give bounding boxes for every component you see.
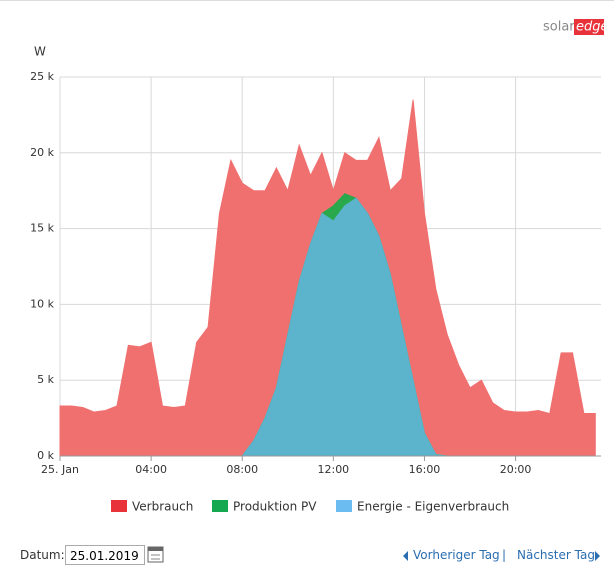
y-tick-label: 10 k (30, 297, 54, 310)
y-tick-label: 20 k (30, 146, 54, 159)
date-label: Datum: (20, 548, 65, 562)
y-tick-label: 25 k (30, 70, 54, 83)
prev-arrow[interactable] (403, 551, 408, 561)
x-tick-label: 08:00 (226, 463, 258, 476)
legend-swatch (336, 500, 352, 512)
logo-text: solar (543, 20, 575, 35)
next-arrow[interactable] (595, 551, 600, 561)
y-axis-label: W (34, 45, 46, 59)
date-input[interactable]: 25.01.2019 (65, 545, 145, 565)
logo-text: edge (576, 20, 609, 35)
y-tick-label: 15 k (30, 222, 54, 235)
calendar-icon[interactable] (147, 546, 164, 563)
y-tick-label: 5 k (37, 373, 54, 386)
legend-swatch (111, 500, 127, 512)
prev-day-link[interactable]: Vorheriger Tag (413, 548, 500, 562)
separator: | (502, 548, 507, 562)
x-tick-label: 04:00 (135, 463, 167, 476)
legend-label: Verbrauch (132, 500, 193, 514)
next-day-link[interactable]: Nächster Tag (517, 548, 595, 562)
x-tick-label: 20:00 (500, 463, 532, 476)
legend-swatch (212, 500, 228, 512)
x-tick-label: 25. Jan (41, 463, 79, 476)
legend-label: Produktion PV (233, 500, 317, 514)
x-tick-label: 12:00 (317, 463, 349, 476)
x-tick-label: 16:00 (409, 463, 441, 476)
legend-label: Energie - Eigenverbrauch (357, 500, 509, 514)
y-tick-label: 0 k (37, 449, 54, 462)
logo-box (574, 19, 604, 35)
